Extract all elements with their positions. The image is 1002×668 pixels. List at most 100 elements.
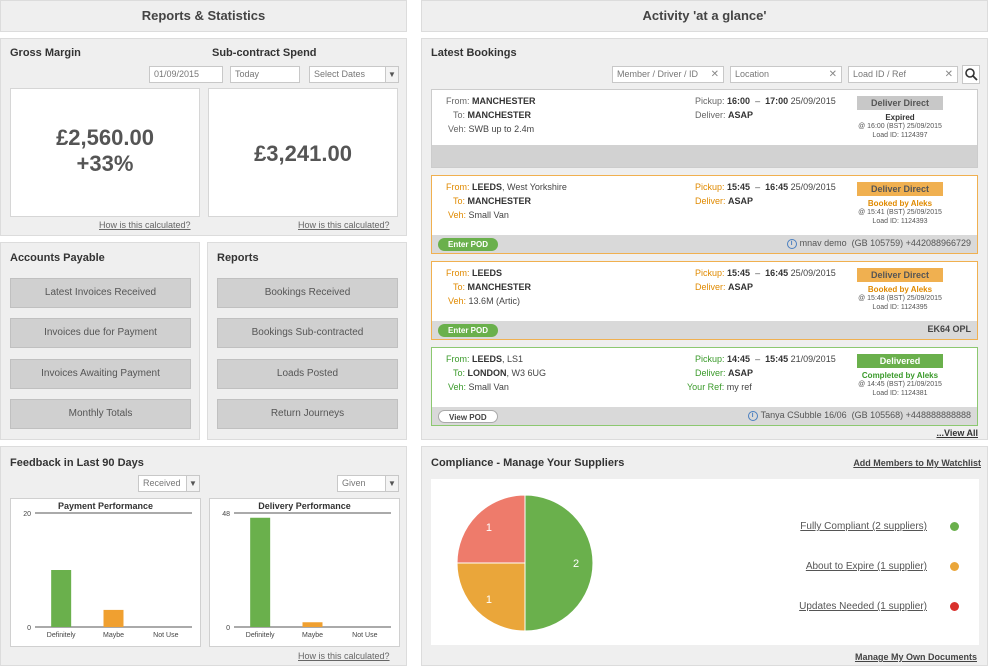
select-dates-label: Select Dates — [314, 69, 366, 79]
deliver-row: Deliver: ASAP — [695, 110, 754, 120]
vehicle-row: Veh: SWB up to 2.4m — [448, 124, 535, 134]
deliver-row: Deliver: ASAP — [695, 368, 754, 378]
search-button[interactable] — [962, 65, 980, 84]
y-tick-label: 20 — [23, 511, 31, 518]
booking-card[interactable]: From: MANCHESTER To: MANCHESTER Veh: SWB… — [431, 89, 978, 168]
pickup-row: Pickup: 15:45 – 16:45 25/09/2015 — [695, 182, 836, 192]
payment-performance-chart: Payment Performance 20 0 Definitely Maybe Not… — [10, 498, 201, 647]
view-pod-button[interactable]: View POD — [438, 410, 498, 423]
booking-footer: Enter POD EK64 OPL — [432, 321, 977, 339]
clear-icon[interactable]: ✕ — [944, 69, 953, 80]
vehicle-row: Veh: 13.6M (Artic) — [448, 296, 521, 306]
feedback-how-link[interactable]: How is this calculated? — [298, 651, 390, 661]
manage-documents-link[interactable]: Manage My Own Documents — [854, 652, 977, 662]
date-to-field[interactable]: Today — [230, 66, 300, 83]
to-row: To: MANCHESTER — [453, 282, 532, 292]
view-all-link[interactable]: ...View All — [936, 428, 978, 438]
subcontract-title: Sub-contract Spend — [212, 47, 317, 59]
fully-compliant-link[interactable]: Fully Compliant (2 suppliers) — [800, 521, 927, 532]
monthly-totals-button[interactable]: Monthly Totals — [10, 399, 191, 429]
pie-slice — [456, 562, 526, 632]
enter-pod-button[interactable]: Enter POD — [438, 324, 499, 337]
about-to-expire-link[interactable]: About to Expire (1 supplier) — [805, 561, 927, 572]
given-dropdown[interactable]: Given ▼ — [337, 475, 399, 492]
vehicle-row: Veh: Small Van — [448, 210, 509, 220]
latest-bookings-title: Latest Bookings — [431, 47, 517, 59]
received-label: Received — [143, 478, 181, 488]
y-tick-label: 48 — [222, 511, 230, 518]
received-dropdown[interactable]: Received ▼ — [138, 475, 200, 492]
pie-slice — [524, 494, 594, 632]
invoices-awaiting-button[interactable]: Invoices Awaiting Payment — [10, 359, 191, 389]
bookings-subcontracted-button[interactable]: Bookings Sub-contracted — [217, 318, 398, 348]
contact-info: i Tanya CSubble 16/06 (GB 105568) +448888… — [747, 410, 971, 421]
subcontract-amount: £3,241.00 — [254, 141, 352, 166]
activity-header-title: Activity 'at a glance' — [642, 8, 767, 23]
gross-margin-change: +33% — [76, 151, 134, 176]
load-placeholder: Load ID / Ref — [853, 69, 907, 79]
chevron-down-icon: ▼ — [186, 476, 199, 491]
info-icon[interactable]: i — [747, 410, 758, 421]
watchlist-link[interactable]: Add Members to My Watchlist — [853, 458, 981, 468]
compliance-title: Compliance - Manage Your Suppliers — [431, 457, 625, 469]
red-status-icon — [950, 602, 959, 611]
chart-title: Payment Performance — [58, 501, 153, 511]
select-dates-dropdown[interactable]: Select Dates ▼ — [309, 66, 399, 83]
bookings-received-button[interactable]: Bookings Received — [217, 278, 398, 308]
x-tick-label: Maybe — [103, 632, 124, 639]
deliver-row: Deliver: ASAP — [695, 196, 754, 206]
vehicle-registration: EK64 OPL — [927, 324, 971, 334]
from-row: From: LEEDS, LS1 — [446, 354, 524, 364]
booking-card[interactable]: From: LEEDS, West Yorkshire To: MANCHEST… — [431, 175, 978, 254]
compliance-card: 2 1 1 Fully Compliant (2 suppliers) About … — [431, 479, 979, 645]
delivery-performance-chart: Delivery Performance 48 0 Definitely Maybe No… — [209, 498, 400, 647]
bar-definitely — [51, 570, 72, 627]
status-info: Booked by Aleks @ 15:41 (BST) 25/09/2015… — [858, 199, 942, 225]
to-row: To: LONDON, W3 6UG — [453, 368, 547, 378]
pickup-row: Pickup: 14:45 – 15:45 21/09/2015 — [695, 354, 836, 364]
info-icon[interactable]: i — [786, 238, 797, 249]
reports-header-bar: Reports & Statistics — [0, 0, 407, 32]
member-placeholder: Member / Driver / ID — [617, 69, 699, 79]
return-journeys-button[interactable]: Return Journeys — [217, 399, 398, 429]
clear-icon[interactable]: ✕ — [828, 69, 837, 80]
member-search-input[interactable]: Member / Driver / ID ✕ — [612, 66, 724, 83]
pickup-row: Pickup: 16:00 – 17:00 25/09/2015 — [695, 96, 836, 106]
x-tick-label: Not Use — [153, 632, 178, 639]
y-tick-label: 0 — [27, 625, 31, 632]
to-row: To: MANCHESTER — [453, 196, 532, 206]
margin-panel: Gross Margin Sub-contract Spend 01/09/20… — [0, 38, 407, 236]
date-from-field[interactable]: 01/09/2015 — [149, 66, 223, 83]
latest-invoices-button[interactable]: Latest Invoices Received — [10, 278, 191, 308]
booking-footer: Enter POD i mnav demo (GB 105759) +442088… — [432, 235, 977, 253]
clear-icon[interactable]: ✕ — [710, 69, 719, 80]
x-tick-label: Not Use — [352, 632, 377, 639]
updates-needed-link[interactable]: Updates Needed (1 supplier) — [799, 601, 927, 612]
activity-header-bar: Activity 'at a glance' — [421, 0, 988, 32]
booking-card[interactable]: From: LEEDS, LS1 To: LONDON, W3 6UG Veh:… — [431, 347, 978, 426]
status-info: Expired @ 16:00 (BST) 25/09/2015 Load ID… — [858, 113, 942, 139]
gross-margin-title: Gross Margin — [10, 47, 81, 59]
invoices-due-button[interactable]: Invoices due for Payment — [10, 318, 191, 348]
status-badge: Deliver Direct — [857, 96, 943, 110]
given-label: Given — [342, 478, 366, 488]
reports-header-title: Reports & Statistics — [141, 8, 266, 23]
contact-info: i mnav demo (GB 105759) +442088966729 — [786, 238, 971, 249]
enter-pod-button[interactable]: Enter POD — [438, 238, 499, 251]
pie-slice — [456, 494, 526, 564]
feedback-panel: Feedback in Last 90 Days Received ▼ Give… — [0, 446, 407, 666]
pie-slice-label: 1 — [486, 594, 492, 606]
location-search-input[interactable]: Location ✕ — [730, 66, 842, 83]
x-tick-label: Definitely — [47, 632, 76, 639]
gross-margin-how-link[interactable]: How is this calculated? — [99, 220, 191, 230]
bar-maybe — [302, 622, 323, 627]
feedback-title: Feedback in Last 90 Days — [10, 457, 144, 469]
x-tick-label: Maybe — [302, 632, 323, 639]
subcontract-how-link[interactable]: How is this calculated? — [298, 220, 390, 230]
status-info: Booked by Aleks @ 15:48 (BST) 25/09/2015… — [858, 285, 942, 311]
loads-posted-button[interactable]: Loads Posted — [217, 359, 398, 389]
vehicle-row: Veh: Small Van — [448, 382, 509, 392]
load-id-search-input[interactable]: Load ID / Ref ✕ — [848, 66, 958, 83]
booking-card[interactable]: From: LEEDS To: MANCHESTER Veh: 13.6M (A… — [431, 261, 978, 340]
status-badge: Deliver Direct — [857, 182, 943, 196]
